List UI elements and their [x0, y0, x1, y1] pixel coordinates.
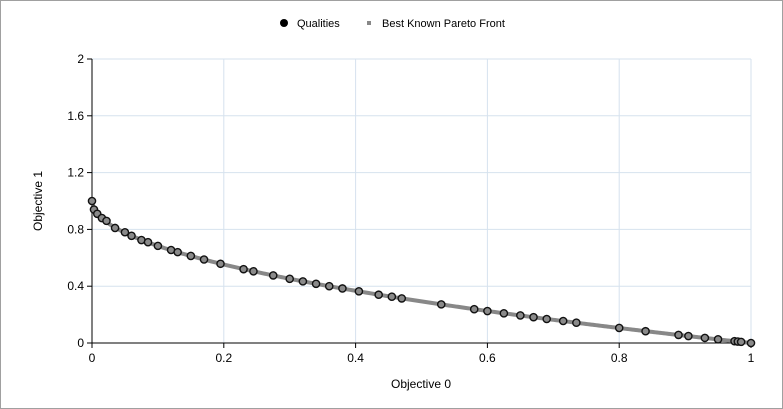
- tick-labels: 0 0.2 0.4 0.6 0.8 1 0 0.4 0.8 1.2 1.6 2: [67, 52, 754, 365]
- quality-point: [516, 311, 525, 320]
- x-tick-label: 0.4: [347, 351, 364, 365]
- quality-point: [674, 330, 683, 340]
- legend-marker-qualities: [280, 19, 288, 27]
- quality-point: [529, 312, 538, 322]
- legend-label-pareto-front: Best Known Pareto Front: [382, 18, 505, 30]
- y-axis-title: Objective 1: [31, 171, 45, 231]
- y-tick-label: 0.4: [67, 279, 84, 293]
- quality-point: [153, 241, 163, 251]
- quality-point: [483, 306, 492, 316]
- y-tick-label: 0: [77, 336, 84, 350]
- legend-label-qualities: Qualities: [297, 18, 340, 30]
- quality-point: [110, 223, 120, 233]
- quality-point: [324, 281, 334, 291]
- quality-point: [614, 323, 624, 333]
- quality-point: [469, 304, 479, 314]
- quality-point: [338, 284, 347, 293]
- quality-point: [186, 251, 196, 261]
- quality-point: [374, 290, 383, 300]
- axes: [87, 58, 752, 348]
- y-tick-label: 1.6: [67, 109, 84, 123]
- quality-point: [311, 279, 321, 289]
- quality-point: [127, 231, 136, 241]
- x-axis-title: Objective 0: [391, 377, 451, 391]
- quality-point: [249, 266, 258, 276]
- quality-point: [268, 271, 278, 280]
- qualities-layer: [87, 196, 756, 348]
- x-tick-label: 0.2: [215, 351, 232, 365]
- quality-point: [684, 331, 693, 341]
- legend: Qualities Best Known Pareto Front: [280, 18, 505, 30]
- quality-point: [397, 294, 407, 303]
- quality-point: [143, 237, 153, 247]
- quality-point: [700, 333, 710, 343]
- x-tick-label: 0: [89, 351, 96, 365]
- quality-point: [120, 227, 130, 237]
- quality-point: [354, 287, 364, 296]
- y-tick-label: 2: [77, 52, 84, 66]
- quality-point: [713, 335, 723, 344]
- y-tick-label: 0.8: [67, 222, 84, 236]
- quality-point: [641, 326, 650, 336]
- quality-point: [736, 337, 746, 347]
- pareto-front-layer: [90, 199, 753, 345]
- quality-point: [298, 277, 308, 286]
- quality-point: [542, 314, 552, 324]
- quality-point: [499, 309, 509, 318]
- grid-lines: [92, 58, 752, 343]
- legend-marker-pareto-front: [367, 21, 371, 25]
- y-tick-label: 1.2: [67, 166, 84, 180]
- x-tick-label: 1: [748, 351, 755, 365]
- quality-point: [199, 255, 209, 264]
- quality-point: [239, 264, 248, 274]
- quality-point: [436, 300, 446, 309]
- quality-point: [746, 338, 756, 348]
- quality-point: [558, 316, 568, 326]
- quality-point: [216, 259, 225, 269]
- quality-point: [285, 274, 295, 284]
- quality-point: [173, 247, 182, 257]
- x-tick-label: 0.8: [611, 351, 628, 365]
- pareto-front-curve: [90, 199, 753, 345]
- x-tick-label: 0.6: [479, 351, 496, 365]
- quality-point: [387, 292, 397, 302]
- quality-point: [102, 216, 111, 226]
- quality-point: [87, 196, 97, 206]
- quality-point: [572, 318, 581, 327]
